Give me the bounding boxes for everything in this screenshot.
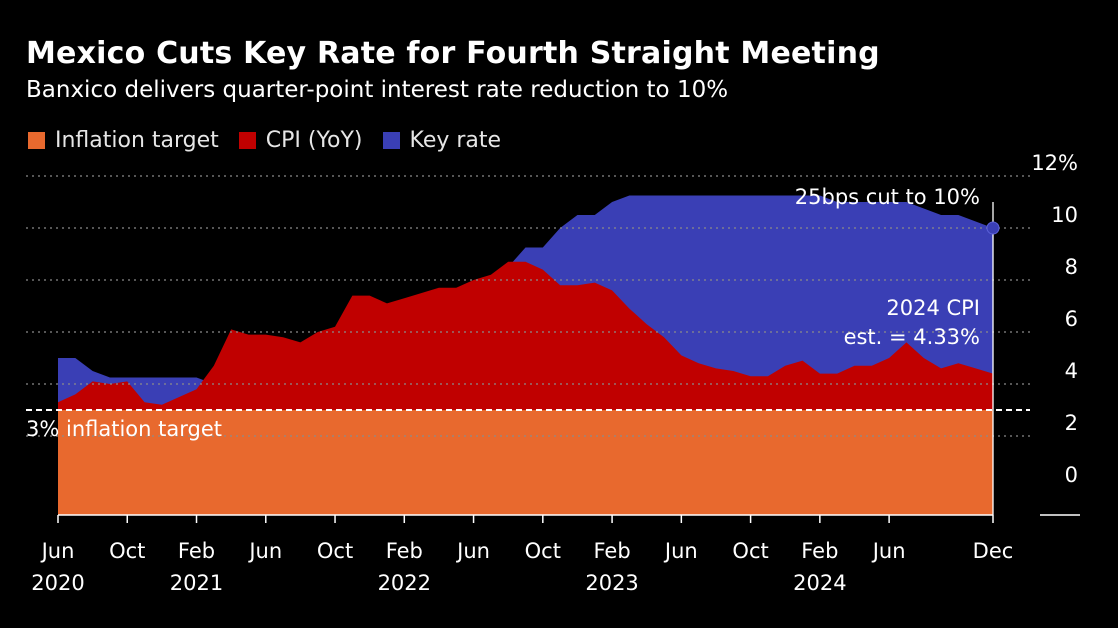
legend-label-cpi: CPI (YoY) — [265, 128, 363, 153]
y-tick-label: 6 — [1065, 307, 1078, 331]
legend-item-inflation-target: Inflation target — [28, 128, 219, 153]
x-tick-label: Oct — [109, 539, 145, 563]
inflation-target-annotation: 3% inflation target — [26, 417, 222, 441]
legend: Inflation target CPI (YoY) Key rate — [28, 128, 521, 153]
legend-label-key-rate: Key rate — [409, 128, 502, 153]
x-tick-label: Jun — [871, 539, 906, 563]
y-tick-label: 2 — [1065, 411, 1078, 435]
x-year-label: 2024 — [793, 571, 846, 595]
axes: 0 2 4 6 8 10 12% Jun 2020 Oct Feb 2021 Jun Oct Feb 2022… — [31, 151, 1080, 595]
annotations: 3% inflation target 25bps cut to 10% 2024 … — [26, 185, 1030, 515]
rate-cut-annotation: 25bps cut to 10% — [795, 185, 980, 209]
legend-swatch-cpi — [238, 132, 256, 149]
area-layer — [58, 195, 993, 515]
y-tick-label: 12% — [1031, 151, 1078, 175]
legend-label-inflation-target: Inflation target — [55, 128, 219, 153]
x-tick-label: Feb — [801, 539, 838, 563]
x-tick-label: Feb — [386, 539, 423, 563]
x-tick-label: Feb — [178, 539, 215, 563]
x-tick-label: Jun — [40, 539, 75, 563]
x-tick-label: Oct — [525, 539, 561, 563]
legend-item-key-rate: Key rate — [382, 128, 502, 153]
x-year-label: 2020 — [31, 571, 84, 595]
x-year-label: 2022 — [378, 571, 431, 595]
x-tick-label: Oct — [732, 539, 768, 563]
legend-swatch-inflation-target — [28, 132, 45, 149]
y-tick-label: 10 — [1051, 203, 1078, 227]
y-tick-label: 4 — [1065, 359, 1078, 383]
chart-subtitle: Banxico delivers quarter-point interest … — [26, 77, 729, 103]
legend-item-cpi: CPI (YoY) — [238, 128, 363, 153]
y-tick-label: 0 — [1065, 463, 1078, 487]
cpi-estimate-annotation-line2: est. = 4.33% — [844, 325, 980, 349]
x-tick-label: Jun — [247, 539, 282, 563]
x-year-label: 2023 — [585, 571, 638, 595]
x-year-label: 2021 — [170, 571, 223, 595]
x-tick-label: Feb — [593, 539, 630, 563]
x-tick-label: Jun — [455, 539, 490, 563]
chart-title: Mexico Cuts Key Rate for Fourth Straight… — [26, 36, 880, 71]
inflation-target-area — [58, 410, 993, 515]
x-tick-label: Dec — [973, 539, 1014, 563]
y-tick-label: 8 — [1065, 255, 1078, 279]
cpi-estimate-annotation-line1: 2024 CPI — [886, 296, 980, 320]
x-tick-label: Jun — [663, 539, 698, 563]
legend-swatch-key-rate — [382, 132, 400, 149]
latest-key-rate-point — [986, 221, 1000, 235]
x-tick-label: Oct — [317, 539, 353, 563]
